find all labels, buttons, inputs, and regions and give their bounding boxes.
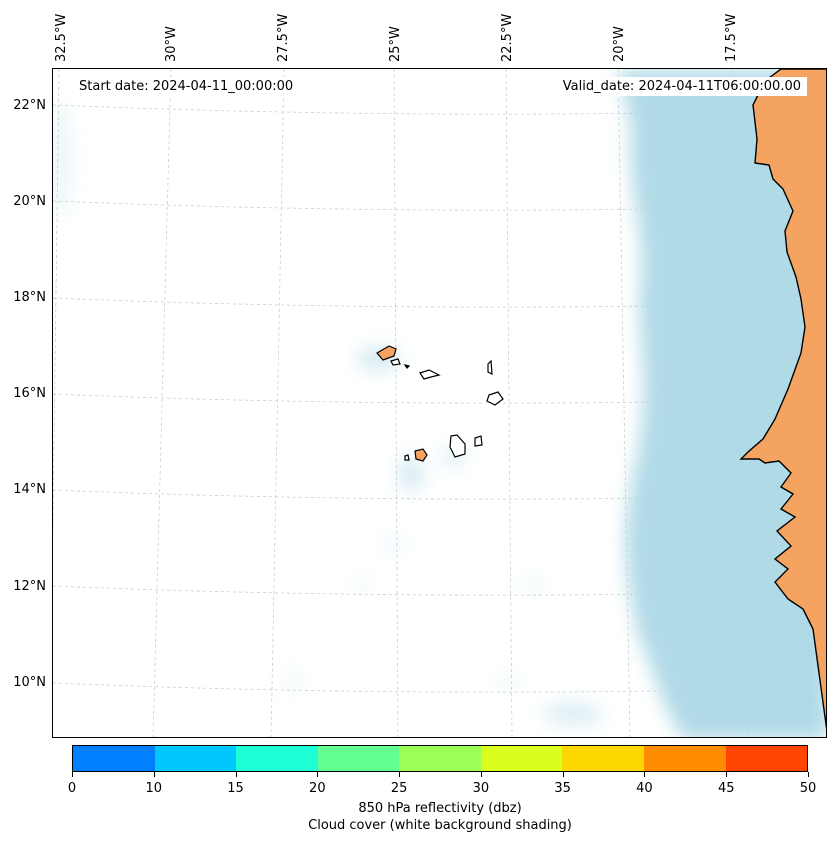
reflectivity-colorbar — [72, 745, 808, 772]
colorbar-segment — [480, 746, 563, 771]
colorbar-tick-mark — [153, 772, 155, 777]
longitude-label: 30°W — [164, 26, 179, 62]
colorbar-segment — [643, 746, 726, 771]
colorbar-tick-label: 15 — [227, 781, 244, 796]
island-sao-vicente — [390, 358, 401, 366]
latitude-label: 22°N — [13, 98, 46, 113]
colorbar-tick-mark — [317, 772, 319, 777]
island-maio — [474, 435, 483, 447]
start-date-label: Start date: 2024-04-11_00:00:00 — [73, 77, 300, 96]
colorbar-tick-mark — [399, 772, 401, 777]
latitude-label: 14°N — [13, 482, 46, 497]
island-boa-vista — [486, 391, 504, 406]
colorbar-segment — [725, 746, 808, 771]
colorbar-segment — [236, 746, 318, 771]
longitude-label: 32.5°W — [54, 13, 69, 62]
colorbar-segment — [399, 746, 481, 771]
colorbar-tick-label: 50 — [799, 781, 817, 796]
colorbar-tick-mark — [562, 772, 564, 777]
latitude-label: 12°N — [13, 579, 46, 594]
colorbar-sublabel: Cloud cover (white background shading) — [308, 818, 572, 833]
colorbar-tick-mark — [235, 772, 237, 777]
colorbar-segment — [317, 746, 400, 771]
colorbar-segment — [562, 746, 644, 771]
colorbar-tick-label: 20 — [309, 781, 326, 796]
latitude-label: 18°N — [13, 290, 46, 305]
colorbar-tick-label: 40 — [636, 781, 653, 796]
island-santiago — [449, 434, 466, 458]
colorbar-segment — [154, 746, 237, 771]
colorbar-tick-label: 25 — [390, 781, 408, 796]
latitude-label: 16°N — [13, 386, 46, 401]
island-fogo — [414, 448, 428, 462]
map-panel: Start date: 2024-04-11_00:00:00 Valid_da… — [52, 68, 827, 738]
colorbar-tick-label: 10 — [145, 781, 163, 796]
colorbar-label: 850 hPa reflectivity (dbz) — [358, 801, 522, 816]
latitude-label: 20°N — [13, 194, 46, 209]
longitude-label: 25°W — [388, 26, 403, 62]
colorbar-tick-label: 35 — [554, 781, 571, 796]
colorbar-tick-mark — [72, 772, 73, 777]
island-santo-antao — [376, 345, 397, 361]
colorbar-tick-label: 0 — [67, 781, 77, 796]
map-canvas — [53, 69, 826, 737]
colorbar-segment — [73, 746, 155, 771]
colorbar-tick-mark — [726, 772, 728, 777]
colorbar-tick-label: 45 — [717, 781, 735, 796]
longitude-label: 17.5°W — [724, 13, 739, 62]
valid-date-label: Valid_date: 2024-04-11T06:00:00.00 — [556, 77, 807, 96]
cape-verde-islands — [376, 345, 504, 462]
island-brava — [404, 454, 410, 461]
colorbar-tick-mark — [644, 772, 646, 777]
latitude-label: 10°N — [13, 675, 46, 690]
island-sao-nicolau — [419, 369, 441, 380]
colorbar-tick-mark — [480, 772, 482, 777]
africa-coastline — [739, 69, 826, 730]
longitude-label: 20°W — [612, 26, 627, 62]
colorbar-tick-label: 30 — [472, 781, 490, 796]
cloud-cover-shading — [53, 69, 826, 737]
longitude-label: 27.5°W — [276, 13, 291, 62]
longitude-label: 22.5°W — [500, 13, 515, 62]
colorbar-tick-mark — [808, 772, 809, 777]
island-santa-luzia — [403, 364, 411, 369]
island-sal — [487, 359, 493, 376]
